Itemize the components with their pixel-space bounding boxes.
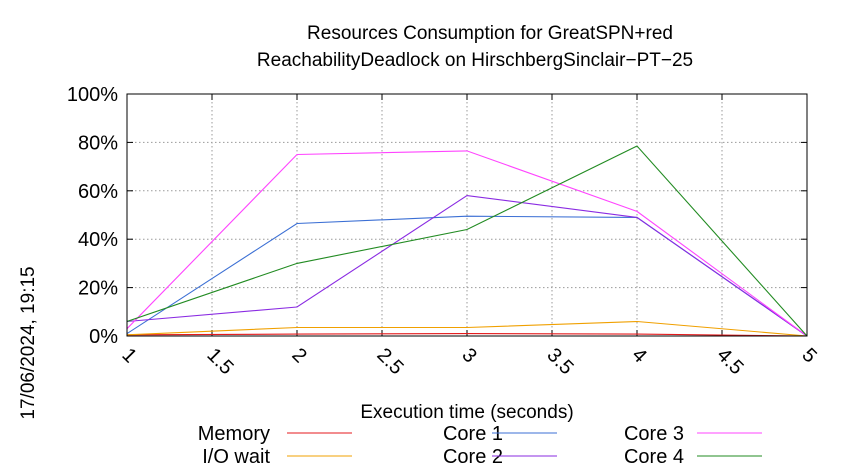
legend-label-memory: Memory <box>198 423 270 445</box>
x-axis-label: Execution time (seconds) <box>360 402 573 423</box>
y-tick-label: 40% <box>78 229 118 251</box>
x-tick-label: 3.5 <box>542 344 577 379</box>
x-tick-label: 4.5 <box>712 344 747 379</box>
series-line-i-o-wait <box>126 320 808 337</box>
x-tick-label: 1 <box>117 344 140 367</box>
x-tick-label: 2 <box>287 344 310 367</box>
legend-label-core-2: Core 2 <box>443 446 503 468</box>
grid <box>126 93 808 337</box>
series-lines <box>126 145 808 337</box>
series-line-memory <box>126 333 808 337</box>
x-tick-label: 4 <box>627 344 650 367</box>
series-line-core-2 <box>126 195 808 337</box>
y-tick-label: 80% <box>78 132 118 154</box>
chart-subtitle: ReachabilityDeadlock on HirschbergSincla… <box>257 50 693 71</box>
legend-label-core-1: Core 1 <box>443 423 503 445</box>
x-tick-label: 2.5 <box>372 344 407 379</box>
x-tick-label: 5 <box>797 344 820 367</box>
plot-frame <box>126 93 808 337</box>
series-line-core-3 <box>126 150 808 337</box>
y-tick-label: 100% <box>67 84 118 106</box>
chart-title: Resources Consumption for GreatSPN+red <box>307 23 673 44</box>
legend-label-core-4: Core 4 <box>624 446 684 468</box>
y-tick-label: 60% <box>78 181 118 203</box>
x-tick-label: 1.5 <box>202 344 237 379</box>
x-tick-label: 3 <box>457 344 480 367</box>
y-tick-label: 20% <box>78 278 118 300</box>
legend-label-i-o-wait: I/O wait <box>202 446 270 468</box>
y-axis: 0% 20% 40% 60% 80% 100% <box>67 84 807 348</box>
series-line-core-4 <box>126 145 808 337</box>
y-tick-label: 0% <box>89 326 118 348</box>
timestamp: 17/06/2024, 19:15 <box>18 266 39 419</box>
legend-label-core-3: Core 3 <box>624 423 684 445</box>
